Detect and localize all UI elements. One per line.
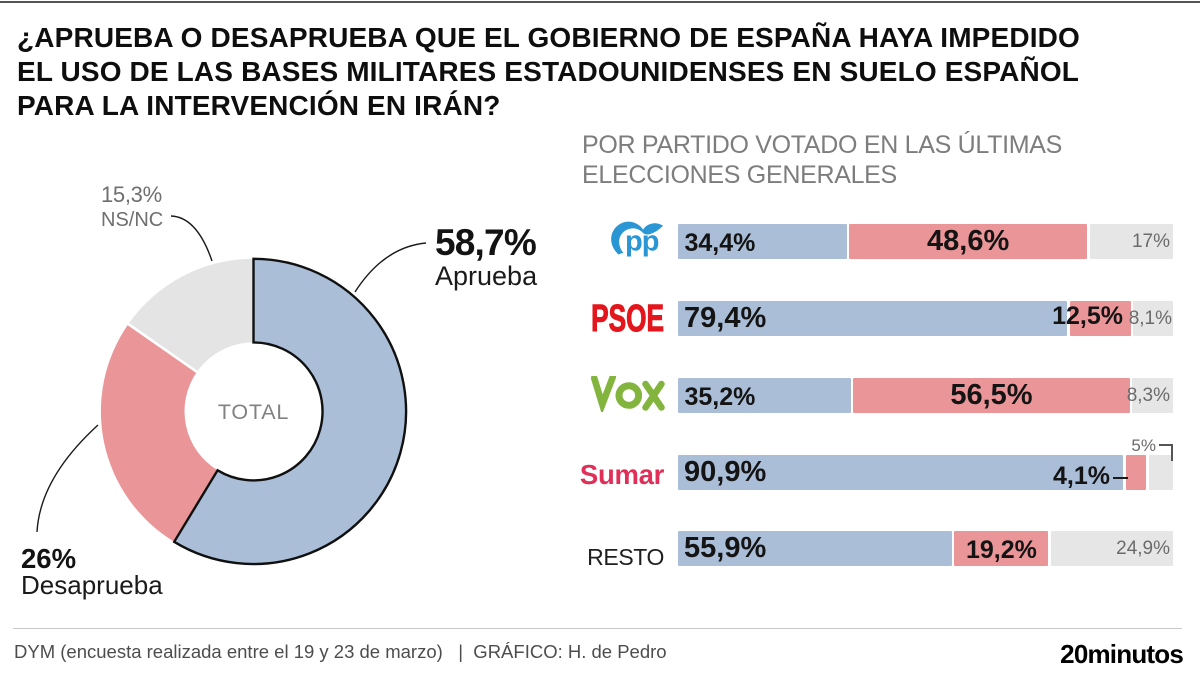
svg-text:pp: pp [625,226,659,258]
